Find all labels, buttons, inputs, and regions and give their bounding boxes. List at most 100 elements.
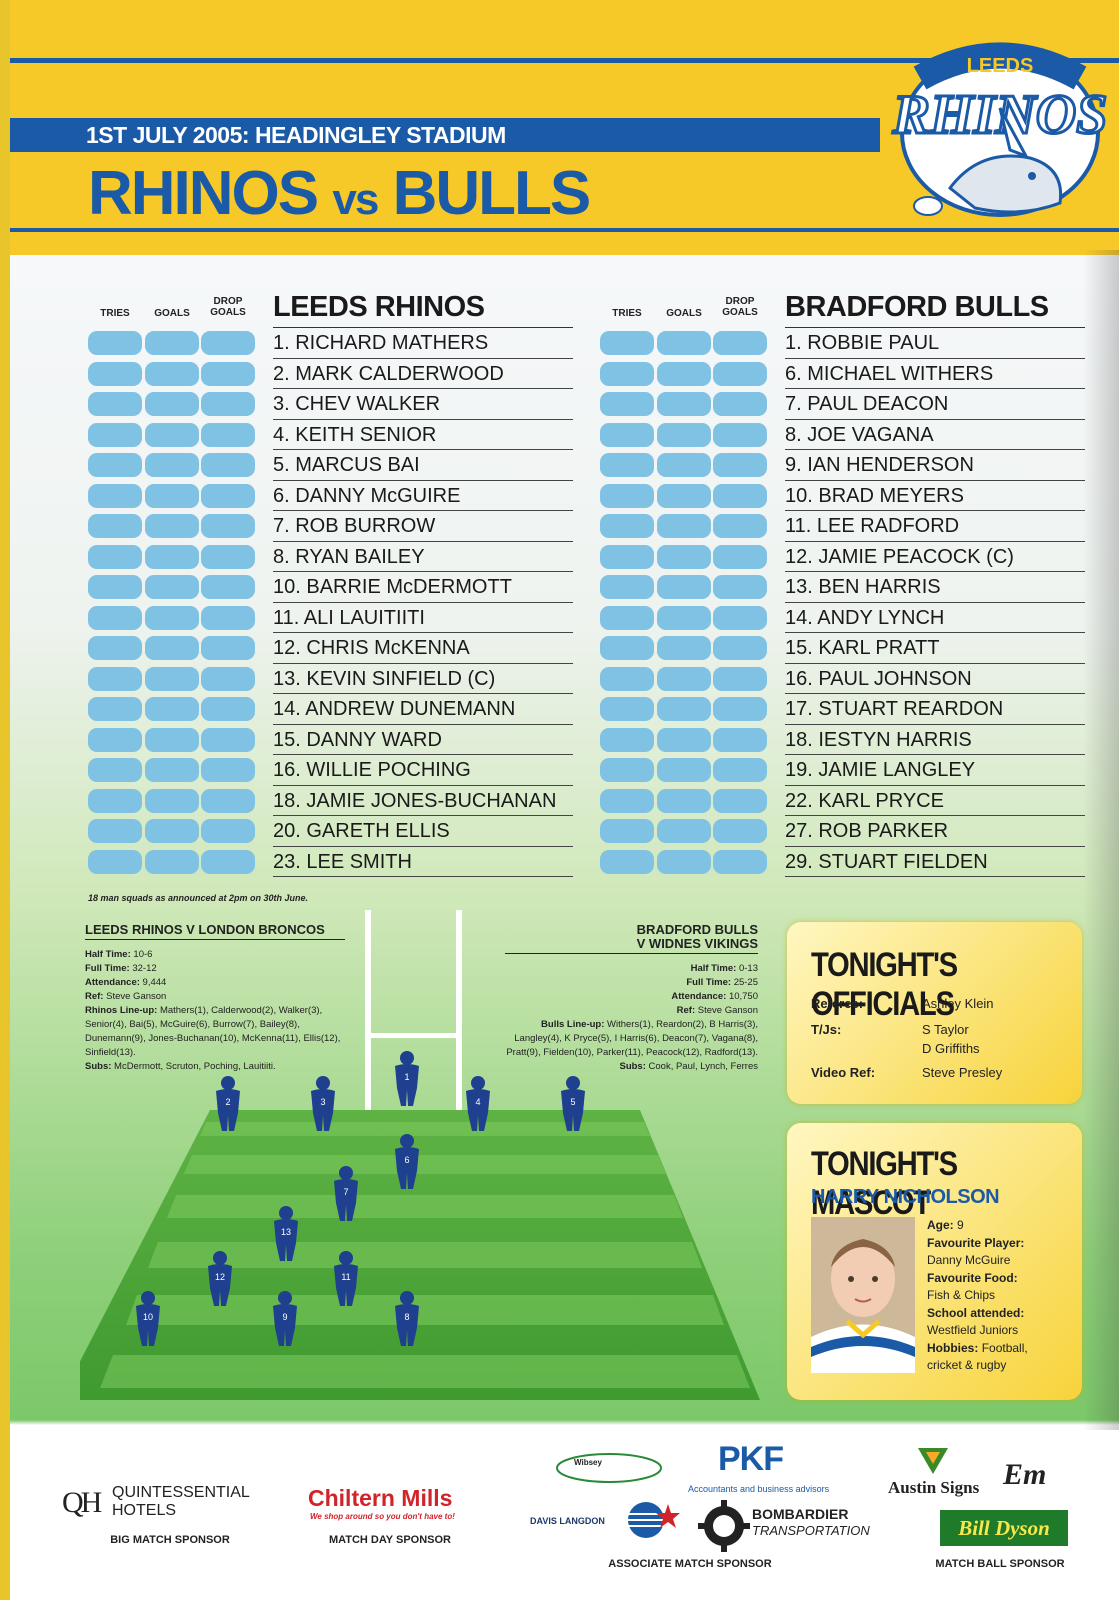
goals-box[interactable] bbox=[657, 483, 711, 508]
drop-goals-box[interactable] bbox=[201, 483, 255, 508]
goals-box[interactable] bbox=[657, 392, 711, 416]
drop-goals-box[interactable] bbox=[713, 819, 767, 843]
tries-box[interactable] bbox=[600, 636, 654, 660]
tries-box[interactable] bbox=[88, 575, 142, 599]
drop-goals-box[interactable] bbox=[201, 788, 255, 813]
goals-box[interactable] bbox=[657, 514, 711, 538]
tries-box[interactable] bbox=[88, 422, 142, 447]
tries-box[interactable] bbox=[600, 453, 654, 477]
tries-box[interactable] bbox=[88, 605, 142, 630]
goals-box[interactable] bbox=[657, 453, 711, 477]
tries-box[interactable] bbox=[88, 392, 142, 416]
tries-box[interactable] bbox=[600, 727, 654, 752]
tries-box[interactable] bbox=[88, 331, 142, 355]
goals-box[interactable] bbox=[657, 788, 711, 813]
goals-box[interactable] bbox=[145, 514, 199, 538]
drop-goals-box[interactable] bbox=[201, 819, 255, 843]
goals-box[interactable] bbox=[657, 819, 711, 843]
goals-box[interactable] bbox=[145, 788, 199, 813]
goals-box[interactable] bbox=[145, 331, 199, 355]
tries-box[interactable] bbox=[600, 514, 654, 538]
tries-box[interactable] bbox=[600, 361, 654, 386]
goals-box[interactable] bbox=[657, 422, 711, 447]
goals-box[interactable] bbox=[145, 819, 199, 843]
goals-box[interactable] bbox=[145, 422, 199, 447]
tries-box[interactable] bbox=[600, 544, 654, 569]
drop-goals-box[interactable] bbox=[201, 392, 255, 416]
drop-goals-box[interactable] bbox=[201, 758, 255, 782]
goals-box[interactable] bbox=[145, 575, 199, 599]
drop-goals-box[interactable] bbox=[713, 727, 767, 752]
tries-box[interactable] bbox=[88, 636, 142, 660]
goals-box[interactable] bbox=[145, 483, 199, 508]
drop-goals-box[interactable] bbox=[201, 605, 255, 630]
goals-box[interactable] bbox=[657, 605, 711, 630]
goals-box[interactable] bbox=[657, 849, 711, 874]
drop-goals-box[interactable] bbox=[713, 575, 767, 599]
drop-goals-box[interactable] bbox=[201, 849, 255, 874]
goals-box[interactable] bbox=[145, 849, 199, 874]
goals-box[interactable] bbox=[657, 361, 711, 386]
goals-box[interactable] bbox=[145, 697, 199, 721]
goals-box[interactable] bbox=[657, 544, 711, 569]
goals-box[interactable] bbox=[145, 666, 199, 691]
drop-goals-box[interactable] bbox=[713, 849, 767, 874]
goals-box[interactable] bbox=[145, 605, 199, 630]
goals-box[interactable] bbox=[145, 758, 199, 782]
tries-box[interactable] bbox=[600, 575, 654, 599]
drop-goals-box[interactable] bbox=[713, 697, 767, 721]
goals-box[interactable] bbox=[145, 361, 199, 386]
goals-box[interactable] bbox=[657, 666, 711, 691]
tries-box[interactable] bbox=[600, 605, 654, 630]
tries-box[interactable] bbox=[88, 453, 142, 477]
goals-box[interactable] bbox=[145, 544, 199, 569]
tries-box[interactable] bbox=[88, 361, 142, 386]
drop-goals-box[interactable] bbox=[201, 422, 255, 447]
drop-goals-box[interactable] bbox=[713, 483, 767, 508]
tries-box[interactable] bbox=[600, 331, 654, 355]
goals-box[interactable] bbox=[657, 636, 711, 660]
tries-box[interactable] bbox=[88, 849, 142, 874]
drop-goals-box[interactable] bbox=[201, 666, 255, 691]
goals-box[interactable] bbox=[657, 575, 711, 599]
drop-goals-box[interactable] bbox=[713, 331, 767, 355]
drop-goals-box[interactable] bbox=[713, 636, 767, 660]
tries-box[interactable] bbox=[600, 849, 654, 874]
drop-goals-box[interactable] bbox=[713, 361, 767, 386]
drop-goals-box[interactable] bbox=[201, 727, 255, 752]
tries-box[interactable] bbox=[88, 666, 142, 691]
drop-goals-box[interactable] bbox=[713, 544, 767, 569]
tries-box[interactable] bbox=[600, 697, 654, 721]
drop-goals-box[interactable] bbox=[713, 605, 767, 630]
drop-goals-box[interactable] bbox=[201, 453, 255, 477]
drop-goals-box[interactable] bbox=[201, 331, 255, 355]
drop-goals-box[interactable] bbox=[713, 392, 767, 416]
drop-goals-box[interactable] bbox=[713, 514, 767, 538]
drop-goals-box[interactable] bbox=[713, 758, 767, 782]
drop-goals-box[interactable] bbox=[201, 514, 255, 538]
tries-box[interactable] bbox=[600, 392, 654, 416]
goals-box[interactable] bbox=[145, 727, 199, 752]
drop-goals-box[interactable] bbox=[713, 453, 767, 477]
drop-goals-box[interactable] bbox=[713, 666, 767, 691]
drop-goals-box[interactable] bbox=[201, 361, 255, 386]
goals-box[interactable] bbox=[145, 636, 199, 660]
goals-box[interactable] bbox=[657, 331, 711, 355]
drop-goals-box[interactable] bbox=[201, 544, 255, 569]
tries-box[interactable] bbox=[88, 697, 142, 721]
drop-goals-box[interactable] bbox=[713, 788, 767, 813]
tries-box[interactable] bbox=[88, 544, 142, 569]
tries-box[interactable] bbox=[88, 819, 142, 843]
tries-box[interactable] bbox=[88, 483, 142, 508]
goals-box[interactable] bbox=[145, 392, 199, 416]
tries-box[interactable] bbox=[600, 758, 654, 782]
goals-box[interactable] bbox=[657, 758, 711, 782]
drop-goals-box[interactable] bbox=[201, 697, 255, 721]
goals-box[interactable] bbox=[657, 727, 711, 752]
tries-box[interactable] bbox=[600, 483, 654, 508]
tries-box[interactable] bbox=[600, 788, 654, 813]
tries-box[interactable] bbox=[88, 758, 142, 782]
drop-goals-box[interactable] bbox=[201, 575, 255, 599]
tries-box[interactable] bbox=[88, 788, 142, 813]
goals-box[interactable] bbox=[145, 453, 199, 477]
